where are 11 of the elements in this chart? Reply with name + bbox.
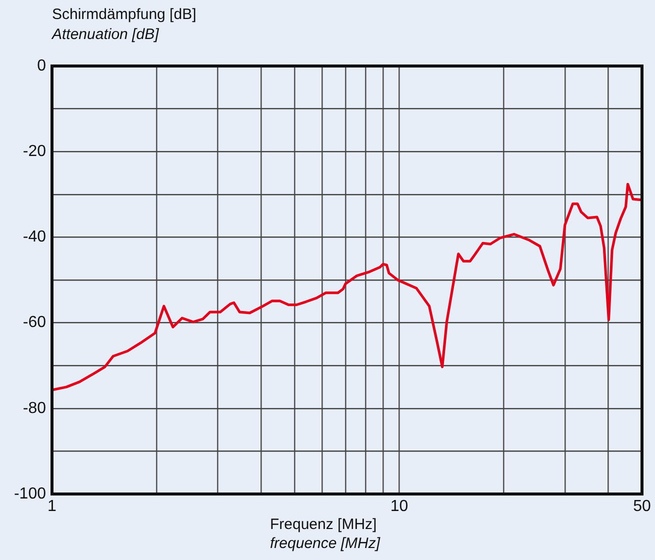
y-tick-label: -80	[22, 400, 46, 417]
x-axis-title: Frequenz [MHz] frequence [MHz]	[270, 515, 380, 553]
y-tick-label: -100	[14, 485, 46, 502]
y-tick-label: -60	[22, 314, 46, 332]
x-tick-label: 50	[633, 498, 651, 516]
y-axis-title: Schirmdämpfung [dB] Attenuation [dB]	[52, 5, 196, 45]
y-tick-label: -20	[22, 143, 46, 160]
x-tick-label: 10	[390, 498, 408, 516]
y-tick-label: 0	[37, 57, 46, 74]
y-tick-label: -40	[22, 228, 46, 246]
x-tick-label: 1	[48, 498, 57, 516]
